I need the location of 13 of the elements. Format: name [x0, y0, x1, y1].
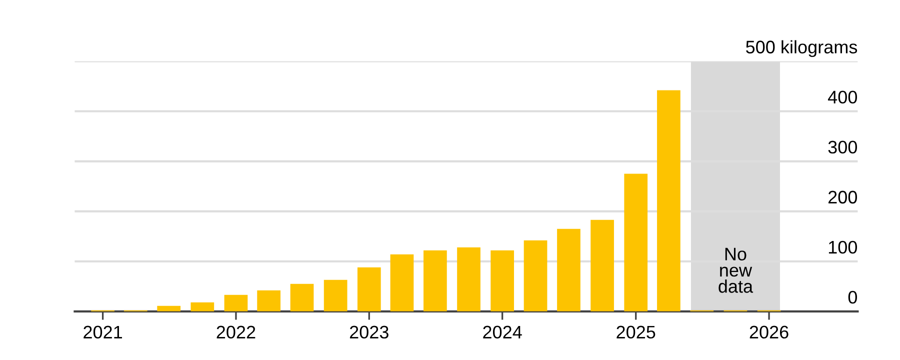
x-tick-label: 2026 — [750, 326, 788, 339]
x-tick-label: 2024 — [483, 326, 522, 339]
y-tick-label: 500 kilograms — [746, 40, 858, 58]
y-tick-label: 300 — [828, 140, 857, 154]
band-label: No new data — [718, 248, 754, 293]
x-tick-label: 2021 — [84, 326, 122, 339]
x-tick-label: 2022 — [216, 326, 256, 339]
y-tick-label: 200 — [828, 190, 857, 204]
x-tick-label: 2023 — [350, 326, 388, 339]
y-tick-label: 400 — [828, 90, 857, 104]
x-tick-label: 2025 — [616, 326, 656, 339]
y-tick-label: 100 — [828, 240, 857, 254]
y-tick-label: 0 — [848, 290, 857, 304]
